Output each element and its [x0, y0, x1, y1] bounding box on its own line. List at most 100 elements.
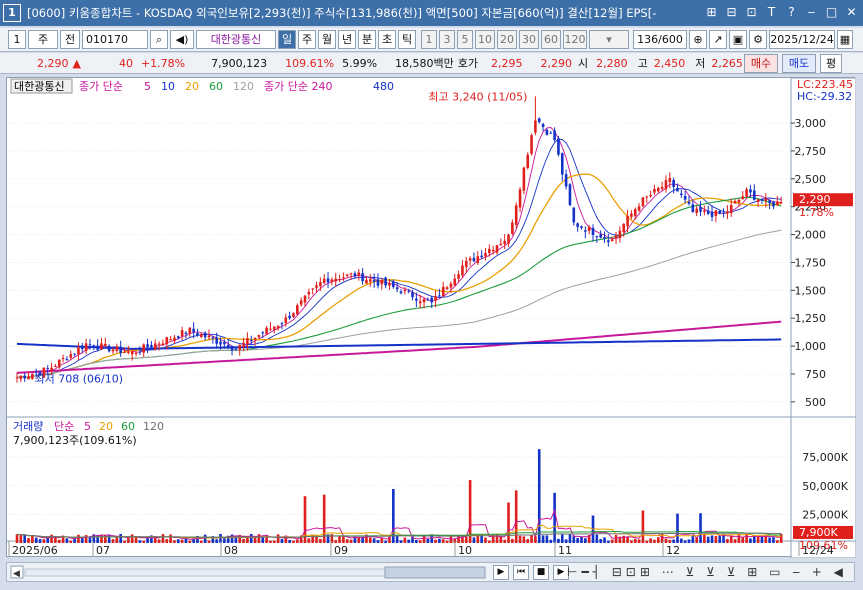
interval-select[interactable]: ▾: [589, 30, 629, 49]
calendar-icon[interactable]: ▦: [837, 30, 853, 49]
candle-body: [380, 279, 384, 285]
code-input[interactable]: 010170: [82, 30, 148, 49]
candle-body: [614, 235, 618, 239]
window-number[interactable]: 1: [3, 4, 21, 22]
zoom-controls[interactable]: ⊢━┤ ⊟⊡⊞ ⋯ ⊻ ⊻ ⊻ ⊞ ▭ ‒ + ◀: [567, 565, 847, 579]
candle-body: [560, 153, 564, 175]
price-legend-item: 480: [373, 80, 394, 93]
volume-bar: [27, 538, 30, 543]
volume-bar: [680, 538, 683, 543]
candle-body: [476, 256, 480, 263]
chart-area[interactable]: 3,000 2,750 2,500 2,250 2,000 1,750 1,500 1,250…: [6, 77, 857, 559]
period-day[interactable]: 일: [278, 30, 296, 49]
period-second[interactable]: 초: [378, 30, 396, 49]
play-button[interactable]: ▶: [553, 565, 569, 580]
interval-5[interactable]: 5: [457, 30, 473, 49]
period-tick[interactable]: 틱: [398, 30, 416, 49]
buy-button[interactable]: 매수: [744, 54, 778, 73]
tool-icon-1[interactable]: ⊕: [689, 30, 707, 49]
maximize-icon[interactable]: □: [825, 5, 838, 19]
volume-bar: [372, 538, 376, 543]
volume-bar: [330, 534, 334, 543]
period-year[interactable]: 년: [338, 30, 356, 49]
interval-120[interactable]: 120: [563, 30, 587, 49]
period-type-select[interactable]: 주: [28, 30, 58, 49]
volume-bar: [130, 534, 134, 543]
volume-bar: [15, 534, 19, 543]
volume-bar: [368, 537, 372, 543]
candle-body: [19, 375, 23, 380]
volume-bar: [576, 537, 579, 543]
chart-svg[interactable]: 3,0002,7502,5002,2502,0001,7501,5001,250…: [7, 77, 857, 559]
candle-body: [372, 279, 376, 282]
candle-body: [526, 154, 530, 169]
volume-bar: [280, 539, 284, 543]
candle-body: [779, 202, 783, 204]
candle-body: [284, 317, 288, 323]
first-button[interactable]: ⏮: [513, 565, 529, 580]
candle-body: [269, 328, 272, 330]
candle-body: [242, 342, 245, 347]
candle-body: [722, 212, 725, 214]
close-icon[interactable]: ✕: [846, 5, 857, 19]
volume-bar: [119, 533, 122, 543]
candle-body: [557, 138, 560, 155]
interval-10[interactable]: 10: [475, 30, 495, 49]
settings-icon[interactable]: ⚙: [749, 30, 767, 49]
volume-bar: [695, 537, 698, 543]
tile-icon[interactable]: ⊞: [706, 5, 717, 19]
candle-body: [353, 273, 357, 277]
current-price-box: [793, 193, 853, 207]
interval-3[interactable]: 3: [439, 30, 455, 49]
volume-bar: [19, 534, 23, 543]
candle-body: [376, 279, 380, 286]
sound-icon[interactable]: ◀): [170, 30, 194, 49]
candle-body: [687, 201, 691, 204]
volume-bar: [434, 539, 437, 543]
count-input[interactable]: 136/600: [633, 30, 687, 49]
candle-body: [660, 186, 664, 189]
sell-button[interactable]: 매도: [782, 54, 816, 73]
interval-1[interactable]: 1: [421, 30, 437, 49]
eval-button[interactable]: 평: [820, 54, 842, 73]
volume-bar: [607, 540, 610, 543]
save-icon[interactable]: ▣: [729, 30, 747, 49]
stop-button[interactable]: ■: [533, 565, 549, 580]
period-month[interactable]: 월: [318, 30, 336, 49]
interval-20[interactable]: 20: [497, 30, 517, 49]
minimize-icon[interactable]: ‒: [807, 5, 816, 19]
layout-icon[interactable]: ⊟: [726, 5, 737, 19]
candle-body: [395, 287, 399, 290]
restore-icon[interactable]: ⊡: [746, 5, 757, 19]
interval-30[interactable]: 30: [519, 30, 539, 49]
item-number[interactable]: 1: [8, 30, 26, 49]
x-tick-label: 11: [558, 544, 572, 557]
volume-bar: [537, 449, 541, 543]
text-icon[interactable]: T: [767, 5, 776, 19]
x-tick-label: 08: [224, 544, 238, 557]
next-button[interactable]: ▶: [493, 565, 509, 580]
volume-bar: [31, 535, 34, 543]
candle-body: [534, 120, 537, 133]
interval-60[interactable]: 60: [541, 30, 561, 49]
prefix-button[interactable]: 전: [60, 30, 80, 49]
volume-bar: [342, 535, 345, 543]
trade-amount: 18,580백만: [395, 57, 454, 70]
volume-bar: [357, 537, 361, 543]
search-icon[interactable]: ⌕: [150, 30, 168, 49]
candle-body: [142, 344, 146, 353]
help-icon[interactable]: ?: [788, 5, 795, 19]
candle-body: [196, 333, 199, 336]
candle-body: [426, 299, 430, 301]
candle-body: [211, 337, 215, 339]
turnover: 5.99%: [342, 56, 378, 70]
candle-body: [764, 198, 768, 202]
volume-bar: [142, 540, 146, 543]
candle-body: [223, 342, 226, 345]
period-week[interactable]: 주: [298, 30, 316, 49]
tool-icon-2[interactable]: ↗: [709, 30, 727, 49]
price-legend-item: 120: [233, 80, 254, 93]
window-controls: ⊞ ⊟ ⊡ T ? ‒ □ ✕: [704, 4, 859, 20]
date-input[interactable]: 2025/12/24: [769, 30, 835, 49]
period-minute[interactable]: 분: [358, 30, 376, 49]
